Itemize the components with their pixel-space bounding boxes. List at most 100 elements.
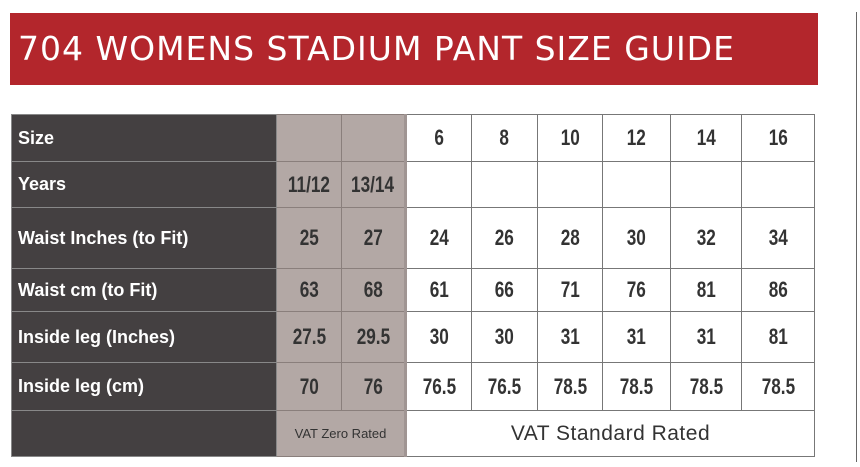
cell-value: 61 [429, 277, 449, 302]
size-cell [471, 161, 538, 208]
size-cell: 86 [741, 268, 815, 312]
size-cell: 6 [405, 114, 472, 162]
cell-value: 24 [429, 225, 449, 250]
kids-cell [341, 114, 407, 162]
size-cell [741, 161, 815, 208]
size-cell: 16 [741, 114, 815, 162]
cell-value: 70 [299, 373, 319, 399]
cell-value: 31 [626, 324, 647, 349]
size-cell: 81 [670, 268, 742, 312]
size-cell: 31 [537, 311, 603, 363]
cell-value: 29.5 [356, 324, 390, 349]
size-cell: 78.5 [741, 362, 815, 411]
kids-cell: 25 [276, 207, 342, 269]
cell-value: 63 [299, 277, 319, 302]
kids-cell: 68 [341, 268, 407, 312]
table-row: Waist Inches (to Fit) 25 27 24 26 28 30 32 34 [11, 207, 815, 269]
size-cell: 66 [471, 268, 538, 312]
kids-cell: 76 [341, 362, 407, 411]
cell-value: 16 [768, 125, 788, 150]
kids-cell: 29.5 [341, 311, 407, 363]
size-cell: 76.5 [405, 362, 472, 411]
cell-value: 26 [494, 225, 515, 250]
cell-value: 25 [299, 225, 319, 250]
size-cell: 12 [602, 114, 671, 162]
cell-value: 30 [494, 324, 515, 349]
kids-cell [276, 114, 342, 162]
size-cell: 14 [670, 114, 742, 162]
row-label: Size [11, 114, 277, 162]
size-cell: 26 [471, 207, 538, 269]
cell-value: 78.5 [761, 373, 795, 399]
divider [856, 12, 857, 462]
kids-cell: 27.5 [276, 311, 342, 363]
table-row: Inside leg (cm) 70 76 76.5 76.5 78.5 78.5 78.5 7… [11, 362, 815, 411]
size-cell: 78.5 [670, 362, 742, 411]
row-label: Inside leg (Inches) [11, 311, 277, 363]
cell-value: 10 [560, 125, 580, 150]
cell-value: 30 [429, 324, 449, 349]
cell-value: 32 [696, 225, 716, 250]
cell-value: 8 [499, 125, 510, 150]
size-cell [537, 161, 603, 208]
vat-standard-label: VAT Standard Rated [405, 410, 815, 457]
size-cell [670, 161, 742, 208]
vat-row: VAT Zero Rated VAT Standard Rated [11, 410, 815, 457]
kids-cell: 11/12 [276, 161, 342, 208]
cell-value: 28 [560, 225, 580, 250]
table-row: Waist cm (to Fit) 63 68 61 66 71 76 81 86 [11, 268, 815, 312]
cell-value: 31 [696, 324, 716, 349]
cell-value: 27.5 [292, 324, 326, 349]
cell-value: 71 [560, 277, 580, 302]
size-cell: 78.5 [537, 362, 603, 411]
table-row: Size 6 8 10 12 14 16 [11, 114, 815, 162]
size-cell: 31 [670, 311, 742, 363]
kids-cell: 27 [341, 207, 407, 269]
size-cell: 10 [537, 114, 603, 162]
row-label: Years [11, 161, 277, 208]
cell-value: 11/12 [288, 171, 330, 197]
cell-value: 81 [768, 324, 788, 349]
table-row: Years 11/12 13/14 [11, 161, 815, 208]
size-cell: 76 [602, 268, 671, 312]
table-row: Inside leg (Inches) 27.5 29.5 30 30 31 31 31 81 [11, 311, 815, 363]
cell-value: 34 [768, 225, 788, 250]
size-cell: 78.5 [602, 362, 671, 411]
kids-cell: 13/14 [341, 161, 407, 208]
kids-cell: 70 [276, 362, 342, 411]
size-cell: 30 [471, 311, 538, 363]
cell-value: 12 [626, 125, 647, 150]
size-cell: 34 [741, 207, 815, 269]
kids-cell: 63 [276, 268, 342, 312]
cell-value: 81 [696, 277, 716, 302]
cell-value: 30 [626, 225, 647, 250]
page-title: 704 WOMENS STADIUM PANT SIZE GUIDE [10, 13, 818, 85]
cell-value: 78.5 [553, 373, 587, 399]
cell-value: 76 [626, 277, 647, 302]
size-cell: 24 [405, 207, 472, 269]
size-cell: 30 [405, 311, 472, 363]
cell-value: 6 [434, 125, 444, 150]
cell-value: 27 [363, 225, 383, 250]
cell-value: 76.5 [487, 373, 522, 399]
size-cell: 28 [537, 207, 603, 269]
row-label: Waist cm (to Fit) [11, 268, 277, 312]
cell-value: 78.5 [689, 373, 723, 399]
cell-value: 86 [768, 277, 788, 302]
size-cell [405, 161, 472, 208]
cell-value: 78.5 [619, 373, 654, 399]
row-label [11, 410, 277, 457]
cell-value: 31 [560, 324, 580, 349]
size-cell: 76.5 [471, 362, 538, 411]
cell-value: 14 [696, 125, 716, 150]
cell-value: 76 [363, 373, 383, 399]
cell-value: 76.5 [422, 373, 456, 399]
size-cell: 8 [471, 114, 538, 162]
cell-value: 68 [363, 277, 383, 302]
size-cell: 71 [537, 268, 603, 312]
size-cell: 30 [602, 207, 671, 269]
cell-value: 66 [494, 277, 515, 302]
size-cell: 31 [602, 311, 671, 363]
size-cell: 32 [670, 207, 742, 269]
vat-zero-label: VAT Zero Rated [276, 410, 407, 457]
